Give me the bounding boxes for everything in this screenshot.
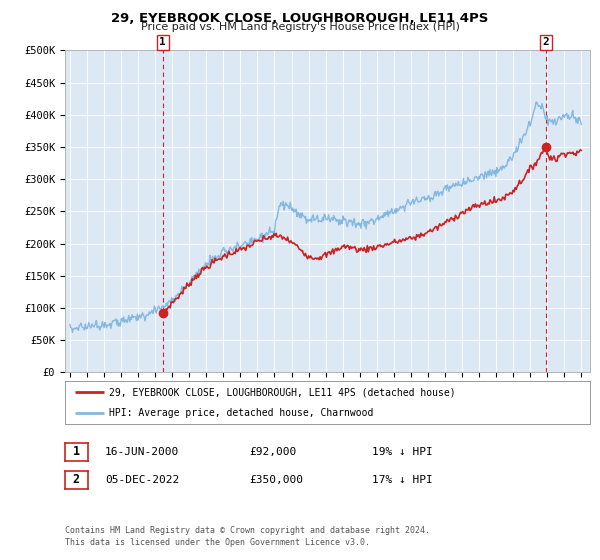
Text: £92,000: £92,000 bbox=[249, 447, 296, 457]
Text: 1: 1 bbox=[160, 38, 166, 48]
Text: Price paid vs. HM Land Registry's House Price Index (HPI): Price paid vs. HM Land Registry's House … bbox=[140, 22, 460, 32]
Text: 19% ↓ HPI: 19% ↓ HPI bbox=[372, 447, 433, 457]
Text: This data is licensed under the Open Government Licence v3.0.: This data is licensed under the Open Gov… bbox=[65, 538, 370, 547]
Text: 05-DEC-2022: 05-DEC-2022 bbox=[105, 475, 179, 485]
Text: 29, EYEBROOK CLOSE, LOUGHBOROUGH, LE11 4PS (detached house): 29, EYEBROOK CLOSE, LOUGHBOROUGH, LE11 4… bbox=[109, 388, 456, 398]
Text: 17% ↓ HPI: 17% ↓ HPI bbox=[372, 475, 433, 485]
Text: HPI: Average price, detached house, Charnwood: HPI: Average price, detached house, Char… bbox=[109, 408, 374, 418]
Text: 1: 1 bbox=[73, 445, 80, 459]
Text: 2: 2 bbox=[542, 38, 549, 48]
Text: 29, EYEBROOK CLOSE, LOUGHBOROUGH, LE11 4PS: 29, EYEBROOK CLOSE, LOUGHBOROUGH, LE11 4… bbox=[112, 12, 488, 25]
Text: Contains HM Land Registry data © Crown copyright and database right 2024.: Contains HM Land Registry data © Crown c… bbox=[65, 526, 430, 535]
Text: 2: 2 bbox=[73, 473, 80, 487]
Text: £350,000: £350,000 bbox=[249, 475, 303, 485]
Text: 16-JUN-2000: 16-JUN-2000 bbox=[105, 447, 179, 457]
